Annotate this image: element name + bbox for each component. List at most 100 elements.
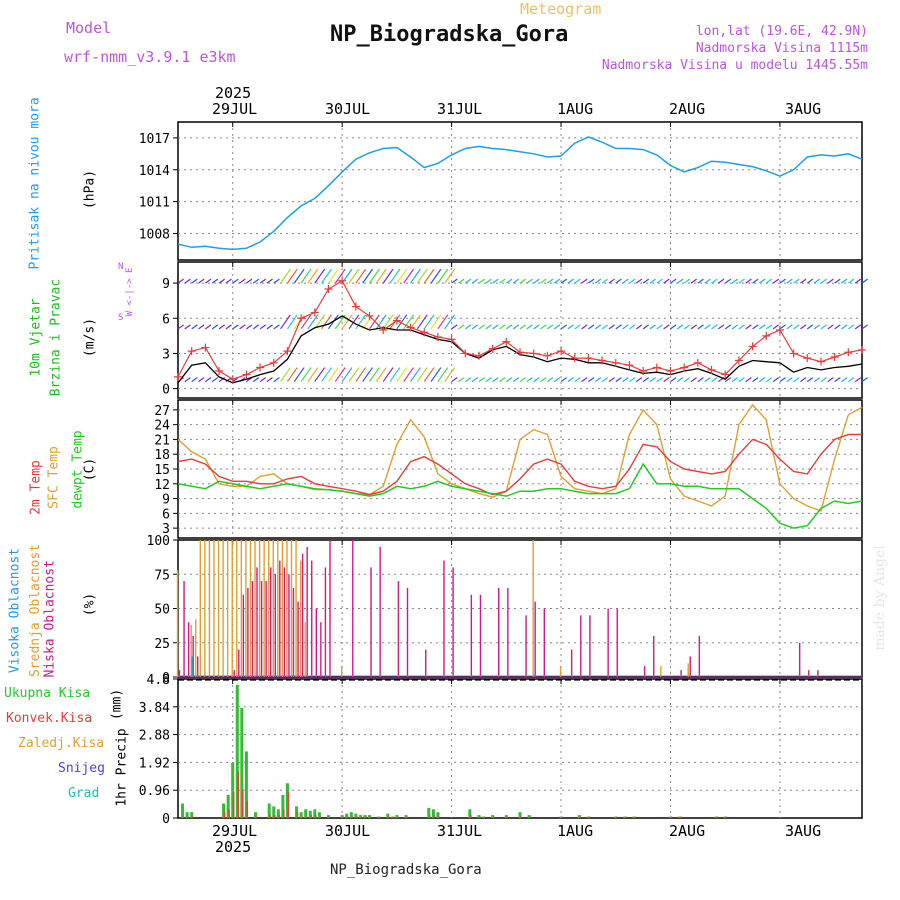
wind-gust-marker-21	[461, 349, 470, 358]
wind-barb-2-17	[293, 268, 305, 284]
precip-total-bar-13	[281, 794, 285, 818]
precip-conv-bar-36	[438, 816, 440, 818]
wind-barb-2-14	[273, 278, 280, 284]
precip-total-bar-19	[313, 809, 317, 818]
wind-barb-0-30	[382, 367, 394, 382]
precip-conv-bar-48	[625, 816, 627, 818]
wind-barb-0-9	[239, 377, 246, 383]
wind-gust-marker-28	[557, 347, 566, 356]
wind-barb-2-11	[252, 278, 260, 284]
wind-barb-2-82	[738, 278, 745, 284]
precip-total-bar-50	[668, 816, 672, 818]
wind-barb-0-96	[834, 377, 841, 383]
wind-barb-1-8	[232, 324, 239, 330]
wind-barb-0-49	[512, 377, 520, 383]
wind-barb-0-51	[526, 377, 533, 383]
wind-barb-2-31	[389, 268, 401, 284]
wind-gust-marker-33	[625, 361, 634, 370]
wind-gust-line	[177, 279, 863, 380]
wind-barb-1-29	[375, 314, 387, 330]
wind-barb-2-28	[369, 268, 380, 284]
wind-barb-1-52	[533, 324, 540, 330]
precip-total-bar-48	[623, 816, 627, 818]
wind-barb-0-42	[464, 377, 472, 383]
wind-barb-2-41	[458, 278, 465, 284]
precip-total-bar-39	[482, 816, 486, 818]
precip-conv-bar-35	[433, 815, 436, 818]
wind-barb-0-79	[718, 377, 725, 383]
precip-conv-bar-7	[242, 789, 244, 818]
day-top-4: 2AUG	[669, 100, 706, 118]
wind-barb-0-98	[847, 377, 855, 383]
wind-gust-marker-39	[707, 365, 716, 374]
wind-barb-1-50	[519, 324, 526, 330]
wind-barb-0-44	[478, 377, 485, 383]
wind-barb-1-62	[601, 324, 609, 330]
precip-conv-bar-0	[182, 816, 185, 818]
wind-barb-0-16	[286, 367, 298, 382]
precip-total-bar-47	[614, 816, 618, 818]
wind-barb-0-34	[410, 367, 421, 382]
precip-total-bar-31	[390, 816, 394, 818]
wind-barb-1-10	[246, 324, 253, 330]
precip-total-bar-52	[714, 816, 718, 818]
wind-barb-0-82	[738, 377, 745, 383]
wind-barb-2-19	[307, 268, 319, 284]
wind-barb-2-65	[622, 278, 629, 284]
wind-gust-marker-50	[858, 345, 866, 354]
wind-barb-2-83	[745, 278, 752, 284]
wind-gust-marker-23	[488, 344, 497, 353]
wind-barb-0-38	[437, 367, 449, 382]
wind-barb-0-65	[622, 377, 629, 383]
wind-gust-marker-7	[269, 358, 278, 367]
wind-speed-line	[177, 315, 863, 384]
day-bottom-0: 29JUL	[212, 822, 258, 840]
wind-barb-2-86	[765, 278, 773, 284]
wind-barb-2-95	[827, 278, 834, 284]
precip-conv-bar-24	[351, 816, 353, 818]
wind-barb-2-8	[232, 278, 239, 284]
wind-barb-2-92	[806, 278, 814, 284]
ytick-label-precip-0: 0	[162, 812, 170, 827]
ytick-label-wind-2: 6	[162, 312, 170, 327]
day-top-5: 3AUG	[785, 100, 822, 118]
ytick-label-cloud-1: 25	[154, 637, 170, 652]
wind-barb-2-7	[225, 278, 232, 284]
precip-total-bar-37	[468, 809, 472, 818]
day-top-1: 30JUL	[325, 100, 371, 118]
wind-barb-1-56	[560, 324, 567, 330]
day-bottom-3: 1AUG	[557, 822, 594, 840]
wind-barb-0-13	[266, 377, 273, 383]
wind-barb-2-49	[512, 278, 520, 284]
wind-gust-marker-35	[652, 363, 661, 372]
wind-barb-2-51	[526, 278, 533, 284]
wind-gust-marker-3	[215, 367, 224, 376]
wind-barb-1-9	[239, 324, 246, 330]
wind-barb-1-30	[382, 314, 394, 330]
wind-barb-0-52	[533, 377, 540, 383]
precip-conv-bar-46	[588, 816, 591, 818]
wind-barb-2-50	[519, 278, 526, 284]
precip-conv-bar-13	[283, 809, 285, 818]
day-top-2: 31JUL	[437, 100, 483, 118]
cloud-unit: (%)	[82, 592, 98, 617]
ytick-label-cloud-4: 100	[147, 534, 170, 549]
wind-barb-0-39	[444, 367, 456, 382]
wind-gust-marker-19	[433, 333, 442, 342]
wind-barb-2-61	[594, 278, 602, 284]
wind-barb-2-68	[642, 278, 650, 284]
wind-barb-1-0	[177, 324, 184, 330]
precip-conv-bar-41	[506, 816, 509, 818]
wind-barb-2-32	[396, 268, 408, 284]
wind-barb-1-66	[629, 324, 636, 330]
day-bottom-2: 31JUL	[437, 822, 483, 840]
wind-barb-1-19	[307, 314, 319, 330]
wind-barb-1-89	[786, 324, 793, 330]
wind-barb-2-94	[820, 278, 827, 284]
wind-gust-marker-11	[324, 284, 333, 293]
wind-gust-marker-29	[570, 354, 579, 363]
wind-barb-0-17	[293, 367, 305, 382]
ytick-label-pressure-1: 1011	[139, 196, 170, 211]
